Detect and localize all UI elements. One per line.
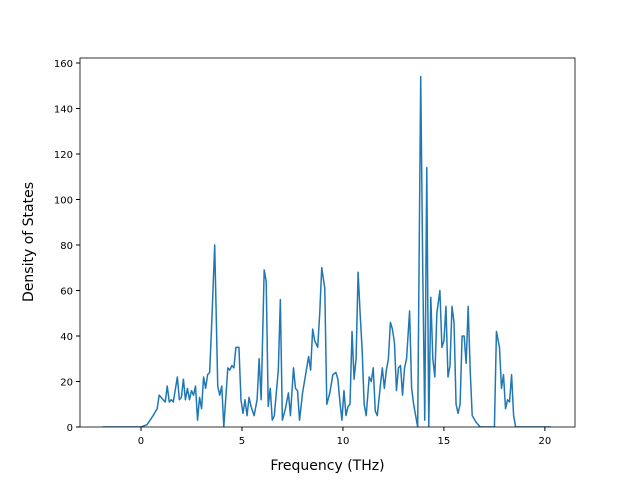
- y-tick-label: 160: [54, 59, 73, 70]
- x-tick-label: 5: [239, 436, 245, 447]
- x-tick-label: 20: [539, 436, 552, 447]
- y-tick-label: 0: [67, 423, 73, 434]
- line: [102, 75, 551, 427]
- plot-frame: [79, 57, 576, 428]
- x-tick-label: 10: [337, 436, 350, 447]
- x-axis-label: Frequency (THz): [270, 458, 384, 474]
- x-tick-label: 0: [138, 436, 144, 447]
- y-tick-label: 60: [60, 287, 73, 298]
- y-tick-label: 120: [54, 150, 73, 161]
- y-tick-label: 20: [60, 378, 73, 389]
- y-tick-label: 40: [60, 332, 73, 343]
- y-axis-label: Density of States: [21, 182, 37, 302]
- y-tick-label: 140: [54, 105, 73, 116]
- x-tick-label: 15: [438, 436, 451, 447]
- y-tick-label: 80: [60, 241, 73, 252]
- y-tick-label: 100: [54, 196, 73, 207]
